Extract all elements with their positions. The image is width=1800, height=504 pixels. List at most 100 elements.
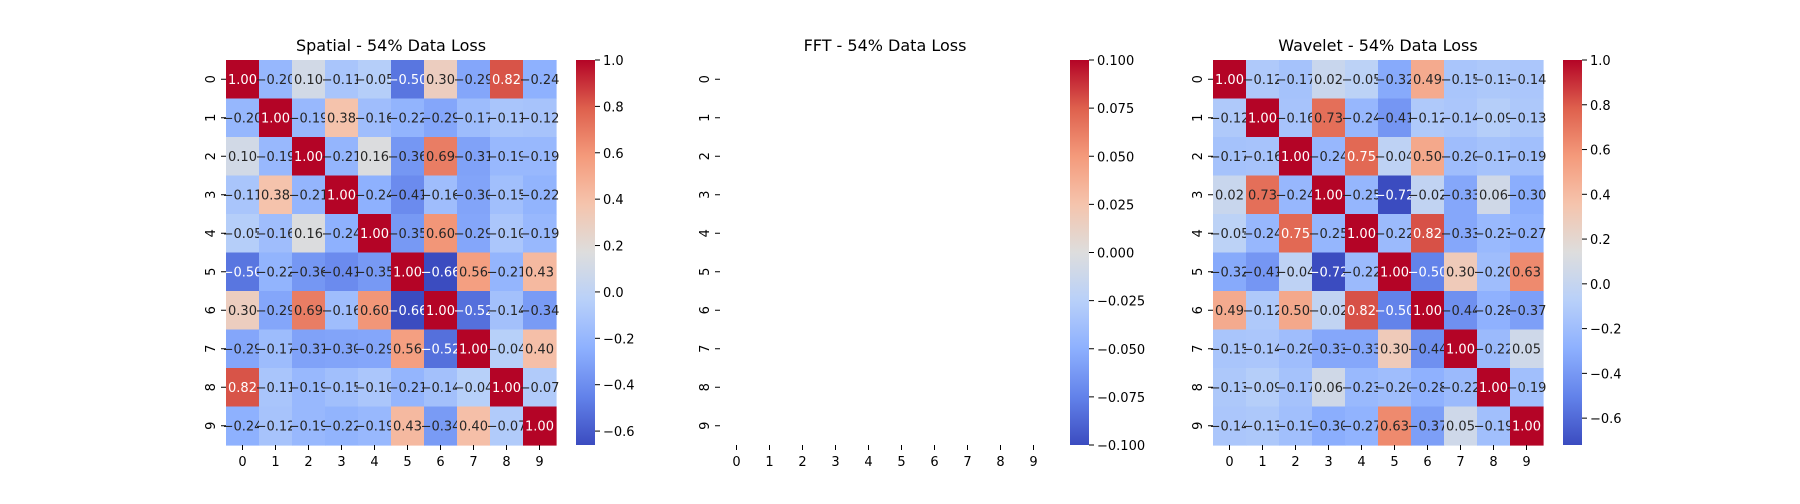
y-tick-label: 5 bbox=[698, 268, 713, 276]
cell-value-label: 0.50 bbox=[1413, 150, 1442, 165]
x-tick-label: 9 bbox=[535, 455, 543, 470]
heatmap-cell bbox=[1444, 60, 1478, 100]
cell-value-label: −0.19 bbox=[1507, 381, 1547, 396]
heatmap-cell bbox=[325, 137, 359, 177]
heatmap-cell bbox=[457, 60, 491, 100]
cell-value-label: −0.30 bbox=[322, 342, 362, 357]
y-tick-label: 7 bbox=[1191, 345, 1206, 353]
cell-value-label: −0.22 bbox=[1342, 265, 1382, 280]
heatmap-cell bbox=[1378, 368, 1412, 408]
heatmap-cell bbox=[1246, 98, 1280, 138]
heatmap-cell bbox=[1312, 137, 1346, 177]
y-tick-label: 9 bbox=[1191, 422, 1206, 430]
heatmap-cell bbox=[1246, 214, 1280, 254]
cell-value-label: −0.44 bbox=[1408, 342, 1448, 357]
cell-value-label: 0.16 bbox=[360, 150, 389, 165]
x-tick-label: 5 bbox=[897, 455, 905, 470]
heatmap-cell bbox=[1345, 406, 1379, 446]
cell-value-label: 0.40 bbox=[525, 342, 554, 357]
heatmap-cell bbox=[1411, 98, 1445, 138]
cell-value-label: −0.05 bbox=[223, 227, 263, 242]
x-tick-label: 1 bbox=[765, 455, 773, 470]
heatmap-cell bbox=[424, 291, 458, 331]
colorbar-tick-label: 1.0 bbox=[603, 54, 624, 69]
cell-value-label: −0.10 bbox=[487, 227, 527, 242]
cell-value-label: −0.16 bbox=[256, 227, 296, 242]
colorbar bbox=[1563, 60, 1582, 445]
cell-value-label: −0.31 bbox=[454, 150, 494, 165]
cell-value-label: −0.13 bbox=[1474, 73, 1514, 88]
heatmap-cell bbox=[259, 329, 293, 369]
cell-value-label: −0.72 bbox=[1375, 188, 1415, 203]
y-tick-label: 9 bbox=[204, 422, 219, 430]
heatmap-cell bbox=[1378, 98, 1412, 138]
heatmap-cell bbox=[259, 291, 293, 331]
heatmap-cell bbox=[325, 252, 359, 292]
heatmap-cell bbox=[226, 98, 260, 138]
heatmap-cell bbox=[1411, 406, 1445, 446]
heatmap-cell bbox=[1345, 329, 1379, 369]
heatmap-cell bbox=[1312, 406, 1346, 446]
x-tick-label: 7 bbox=[469, 455, 477, 470]
colorbar-tick-label: 0.0 bbox=[603, 286, 624, 301]
cell-value-label: −0.04 bbox=[1276, 265, 1316, 280]
heatmap-cell bbox=[226, 252, 260, 292]
heatmap-cell bbox=[1213, 406, 1247, 446]
cell-value-label: 1.00 bbox=[294, 150, 323, 165]
heatmap-cell bbox=[358, 98, 392, 138]
cell-value-label: 1.00 bbox=[261, 111, 290, 126]
cell-value-label: −0.29 bbox=[421, 111, 461, 126]
x-tick-label: 0 bbox=[1225, 455, 1233, 470]
heatmap-cell bbox=[1246, 175, 1280, 215]
heatmap-cell bbox=[358, 329, 392, 369]
cell-value-label: 0.49 bbox=[1215, 304, 1244, 319]
heatmap-cell bbox=[391, 291, 425, 331]
cell-value-label: −0.17 bbox=[1276, 73, 1316, 88]
cell-value-label: −0.22 bbox=[520, 188, 560, 203]
heatmap-cell bbox=[1279, 368, 1313, 408]
x-tick-label: 3 bbox=[831, 455, 839, 470]
heatmap-cell bbox=[391, 329, 425, 369]
cell-value-label: 0.38 bbox=[327, 111, 356, 126]
colorbar-tick-label: −0.4 bbox=[1590, 367, 1622, 382]
cell-value-label: −0.29 bbox=[355, 342, 395, 357]
cell-value-label: 1.00 bbox=[1281, 150, 1310, 165]
cell-value-label: 0.60 bbox=[426, 227, 455, 242]
heatmap-cell bbox=[424, 252, 458, 292]
cell-value-label: −0.37 bbox=[1408, 419, 1448, 434]
heatmap-cell bbox=[391, 406, 425, 446]
cell-value-label: 0.02 bbox=[1314, 73, 1343, 88]
cell-value-label: −0.72 bbox=[1309, 265, 1349, 280]
heatmap-cell bbox=[1378, 329, 1412, 369]
cell-value-label: −0.29 bbox=[223, 342, 263, 357]
cell-value-label: −0.14 bbox=[1210, 419, 1250, 434]
heatmap-cell bbox=[259, 406, 293, 446]
y-tick-label: 3 bbox=[1191, 191, 1206, 199]
cell-value-label: −0.19 bbox=[289, 419, 329, 434]
cell-value-label: −0.13 bbox=[1243, 419, 1283, 434]
cell-value-label: −0.41 bbox=[322, 265, 362, 280]
cell-value-label: −0.29 bbox=[256, 304, 296, 319]
heatmap-cell bbox=[490, 137, 524, 177]
chart-title: FFT - 54% Data Loss bbox=[804, 36, 967, 55]
cell-value-label: −0.14 bbox=[421, 381, 461, 396]
heatmap-cell bbox=[424, 214, 458, 254]
cell-value-label: −0.22 bbox=[388, 111, 428, 126]
cell-value-label: 0.50 bbox=[1281, 304, 1310, 319]
heatmap-cell bbox=[1444, 252, 1478, 292]
cell-value-label: −0.22 bbox=[1375, 227, 1415, 242]
heatmap-cell bbox=[1477, 60, 1511, 100]
cell-value-label: −0.14 bbox=[1243, 342, 1283, 357]
heatmap-cell bbox=[259, 98, 293, 138]
heatmap-cell bbox=[1279, 175, 1313, 215]
heatmap-cell bbox=[292, 214, 326, 254]
x-tick-label: 6 bbox=[436, 455, 444, 470]
heatmap-cell bbox=[1510, 60, 1544, 100]
cell-value-label: −0.41 bbox=[1243, 265, 1283, 280]
cell-value-label: 1.00 bbox=[1380, 265, 1409, 280]
cell-value-label: −0.33 bbox=[1309, 342, 1349, 357]
heatmap-cell bbox=[391, 98, 425, 138]
x-tick-label: 4 bbox=[1357, 455, 1365, 470]
heatmap-cell bbox=[1279, 60, 1313, 100]
cell-value-label: −0.24 bbox=[1309, 150, 1349, 165]
